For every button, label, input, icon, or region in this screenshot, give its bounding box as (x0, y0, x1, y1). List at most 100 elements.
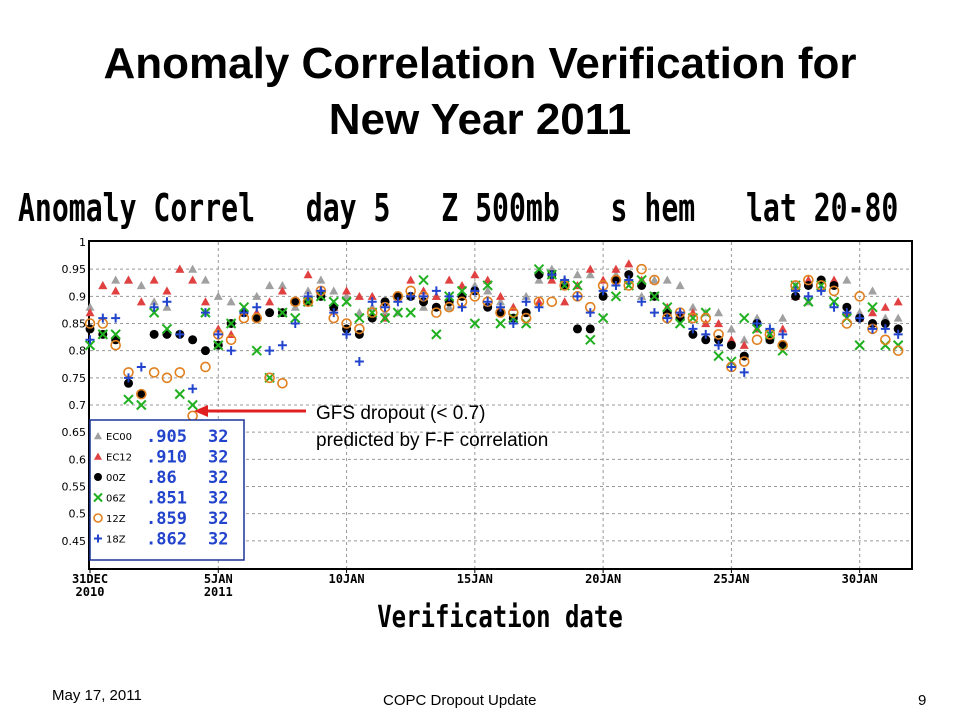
series-18z-point (111, 313, 121, 323)
series-12z-point (136, 388, 147, 400)
series-12z-point (636, 263, 647, 275)
series-06z-point (572, 280, 583, 291)
series-18z-point (791, 286, 801, 296)
series-18z-point (624, 275, 634, 285)
series-06z-point (161, 323, 173, 335)
series-06z-point (777, 345, 788, 356)
legend-name: 06Z (106, 494, 126, 505)
series-18z-point (765, 324, 775, 334)
series-06z-point (880, 340, 891, 351)
series-12z-point (880, 334, 891, 346)
series-12z-point (264, 372, 275, 384)
series-ec12-point (470, 270, 480, 279)
series-00z-point (252, 313, 262, 323)
series-06z-point (520, 318, 532, 329)
series-06z-point (508, 312, 519, 324)
series-ec12-point (611, 264, 621, 273)
series-06z-point (533, 263, 545, 275)
series-ec12-point (893, 297, 903, 306)
series-ec12-point (265, 297, 275, 306)
series-ec00-point (496, 297, 505, 306)
slide-title: Anomaly Correlation Verification for New… (30, 36, 930, 148)
series-06z-point (110, 329, 121, 340)
series-18z-point (560, 275, 570, 285)
xlabel-group: Verification date (377, 600, 623, 634)
x-tick-label: 15JAN (457, 572, 493, 586)
y-tick-label: 0.9 (69, 290, 87, 303)
series-06z-point (828, 296, 840, 307)
annotation-text: GFS dropout (< 0.7) predicted by F-F cor… (316, 400, 548, 454)
legend-marker-ec00 (94, 432, 102, 440)
x-tick-label: 30JAN (842, 572, 878, 586)
series-ec00-point (483, 286, 493, 295)
series-06z-point (597, 312, 609, 324)
series-12z-point (289, 296, 301, 308)
legend-box: EC00 .905 32 EC12 .910 32 00Z .86 32 06Z .851 32 12Z… (89, 419, 245, 561)
series-06z-point (392, 307, 404, 318)
legend-marker-00z (94, 473, 102, 481)
series-06z-point (187, 399, 198, 411)
series-ec00-point (585, 270, 595, 279)
slide-title-line2: New Year 2011 (328, 95, 632, 144)
series-06z-point (662, 301, 673, 313)
series-ec12-point (98, 280, 108, 290)
series-18z-point (649, 308, 659, 318)
series-12z-point (161, 372, 173, 384)
series-18z-point (354, 357, 364, 367)
series-ec00-point (252, 291, 262, 300)
series-00z-point (624, 270, 634, 280)
series-12z-point (354, 323, 365, 335)
series-06z-point (405, 307, 416, 318)
series-12z-point (508, 307, 519, 318)
series-12z-point (251, 312, 263, 324)
series-ec00-point (688, 302, 698, 311)
series-00z-point (611, 275, 621, 285)
series-12z-point (520, 312, 532, 324)
y-tick-label: 0.45 (62, 535, 87, 548)
series-ec00-point (354, 308, 364, 317)
legend-count: 32 (208, 468, 228, 488)
series-00z-point (496, 308, 505, 318)
legend-score: .859 (146, 509, 187, 529)
series-ec12-point (354, 291, 364, 300)
series-06z-point (739, 312, 750, 324)
series-12z-point (110, 339, 121, 351)
series-18z-point (534, 302, 544, 312)
series-18z-point (752, 319, 762, 328)
series-06z-point (854, 340, 865, 351)
series-06z-point (277, 307, 288, 318)
series-ec00-point (149, 297, 159, 306)
series-18z-point (162, 297, 172, 307)
series-06z-point (431, 329, 442, 340)
series-06z-point (251, 345, 262, 356)
series-12z-point (366, 307, 378, 318)
series-ec12-point (880, 302, 890, 311)
series-18z-point (175, 329, 185, 339)
series-18z-point (868, 324, 878, 334)
y-tick-label: 0.95 (62, 263, 87, 276)
series-ec00-point (726, 324, 736, 333)
legend-name: EC00 (106, 432, 132, 443)
series-06z-point (495, 318, 506, 329)
series-ec00-point (534, 275, 544, 284)
series-12z-point (738, 356, 750, 367)
series-18z-point (200, 308, 210, 318)
series-ec00-point (303, 286, 313, 295)
series-12z-point (649, 274, 660, 286)
series-12z-point (341, 318, 352, 329)
series-18z-point (329, 308, 339, 318)
series-06z-point (649, 291, 660, 302)
legend-score: .851 (146, 489, 187, 509)
series-18z-point (290, 319, 300, 328)
series-18z-point (303, 291, 313, 301)
series-18z-point (714, 340, 724, 350)
series-ec00-point (842, 275, 852, 284)
legend-count: 32 (208, 448, 228, 468)
annotation-arrow (194, 405, 306, 417)
series-12z-point (546, 296, 558, 308)
page-number: 9 (918, 692, 927, 709)
series-12z-point (777, 339, 789, 351)
series-00z-point (880, 319, 890, 328)
series-ec12-point (123, 275, 133, 284)
